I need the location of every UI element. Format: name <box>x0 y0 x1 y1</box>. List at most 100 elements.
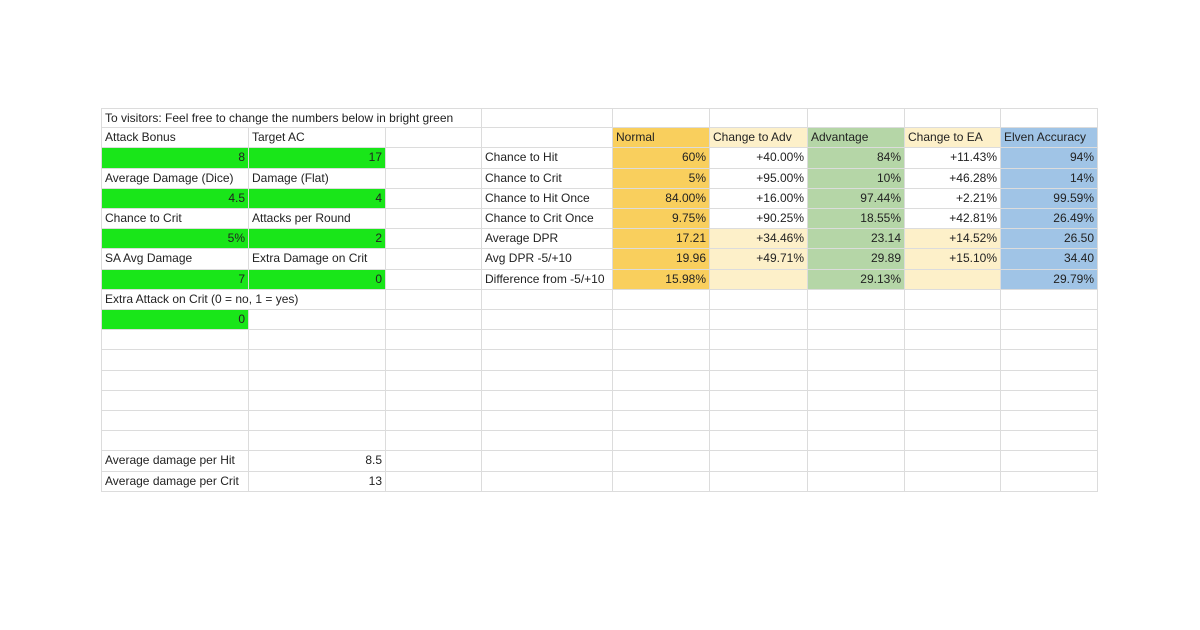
empty-cell[interactable] <box>905 108 1001 129</box>
row-label[interactable]: Difference from -5/+10 <box>482 269 613 290</box>
empty-cell[interactable] <box>905 330 1001 351</box>
empty-cell[interactable] <box>905 310 1001 331</box>
empty-cell[interactable] <box>482 471 613 492</box>
empty-cell[interactable] <box>1001 411 1098 432</box>
empty-cell[interactable] <box>482 370 613 391</box>
value-change-to-adv[interactable]: +90.25% <box>710 209 808 230</box>
empty-cell[interactable] <box>710 108 808 129</box>
empty-cell[interactable] <box>386 229 482 250</box>
empty-cell[interactable] <box>249 390 386 411</box>
empty-cell[interactable] <box>613 431 710 452</box>
input-label[interactable]: Attack Bonus <box>101 128 249 149</box>
empty-cell[interactable] <box>1001 310 1098 331</box>
value-normal[interactable]: 15.98% <box>613 269 710 290</box>
header-change-to-adv[interactable]: Change to Adv <box>710 128 808 149</box>
value-advantage[interactable]: 29.89 <box>808 249 905 270</box>
empty-cell[interactable] <box>808 330 905 351</box>
empty-cell[interactable] <box>613 289 710 310</box>
empty-cell[interactable] <box>1001 350 1098 371</box>
row-label[interactable]: Chance to Crit Once <box>482 209 613 230</box>
input-label[interactable]: Target AC <box>249 128 386 149</box>
empty-cell[interactable] <box>101 390 249 411</box>
empty-cell[interactable] <box>808 289 905 310</box>
header-advantage[interactable]: Advantage <box>808 128 905 149</box>
empty-cell[interactable] <box>613 108 710 129</box>
input-label[interactable]: Extra Damage on Crit <box>249 249 386 270</box>
empty-cell[interactable] <box>905 390 1001 411</box>
value-elven-accuracy[interactable]: 14% <box>1001 168 1098 189</box>
value-elven-accuracy[interactable]: 99.59% <box>1001 188 1098 209</box>
empty-cell[interactable] <box>386 148 482 169</box>
empty-cell[interactable] <box>386 390 482 411</box>
empty-cell[interactable] <box>710 471 808 492</box>
input-value[interactable]: 2 <box>249 229 386 250</box>
value-change-to-ea[interactable]: +11.43% <box>905 148 1001 169</box>
value-change-to-ea[interactable]: +15.10% <box>905 249 1001 270</box>
empty-cell[interactable] <box>613 370 710 391</box>
input-value[interactable]: 5% <box>101 229 249 250</box>
empty-cell[interactable] <box>710 451 808 472</box>
empty-cell[interactable] <box>905 370 1001 391</box>
empty-cell[interactable] <box>1001 289 1098 310</box>
value-advantage[interactable]: 18.55% <box>808 209 905 230</box>
empty-cell[interactable] <box>613 451 710 472</box>
input-value[interactable]: 4.5 <box>101 188 249 209</box>
empty-cell[interactable] <box>386 188 482 209</box>
value-advantage[interactable]: 84% <box>808 148 905 169</box>
empty-cell[interactable] <box>710 289 808 310</box>
empty-cell[interactable] <box>613 330 710 351</box>
value-change-to-adv[interactable]: +34.46% <box>710 229 808 250</box>
empty-cell[interactable] <box>386 471 482 492</box>
summary-value[interactable]: 13 <box>249 471 386 492</box>
empty-cell[interactable] <box>386 431 482 452</box>
value-change-to-ea[interactable]: +14.52% <box>905 229 1001 250</box>
row-label[interactable]: Average DPR <box>482 229 613 250</box>
empty-cell[interactable] <box>482 411 613 432</box>
header-normal[interactable]: Normal <box>613 128 710 149</box>
empty-cell[interactable] <box>101 411 249 432</box>
value-normal[interactable]: 19.96 <box>613 249 710 270</box>
empty-cell[interactable] <box>482 310 613 331</box>
summary-value[interactable]: 8.5 <box>249 451 386 472</box>
empty-cell[interactable] <box>808 411 905 432</box>
value-change-to-adv[interactable] <box>710 269 808 290</box>
empty-cell[interactable] <box>386 350 482 371</box>
empty-cell[interactable] <box>482 350 613 371</box>
input-label[interactable]: SA Avg Damage <box>101 249 249 270</box>
empty-cell[interactable] <box>1001 108 1098 129</box>
value-change-to-adv[interactable]: +40.00% <box>710 148 808 169</box>
empty-cell[interactable] <box>710 431 808 452</box>
empty-cell[interactable] <box>710 330 808 351</box>
empty-cell[interactable] <box>482 431 613 452</box>
empty-cell[interactable] <box>710 411 808 432</box>
empty-cell[interactable] <box>482 451 613 472</box>
empty-cell[interactable] <box>249 310 386 331</box>
empty-cell[interactable] <box>386 451 482 472</box>
empty-cell[interactable] <box>710 310 808 331</box>
row-label[interactable]: Chance to Hit Once <box>482 188 613 209</box>
empty-cell[interactable] <box>613 350 710 371</box>
empty-cell[interactable] <box>249 411 386 432</box>
header-change-to-ea[interactable]: Change to EA <box>905 128 1001 149</box>
empty-cell[interactable] <box>249 370 386 391</box>
empty-cell[interactable] <box>249 330 386 351</box>
input-value[interactable]: 0 <box>101 310 249 331</box>
empty-cell[interactable] <box>386 168 482 189</box>
input-value[interactable]: 7 <box>101 269 249 290</box>
empty-cell[interactable] <box>482 128 613 149</box>
value-advantage[interactable]: 23.14 <box>808 229 905 250</box>
value-elven-accuracy[interactable]: 29.79% <box>1001 269 1098 290</box>
value-advantage[interactable]: 97.44% <box>808 188 905 209</box>
value-change-to-ea[interactable]: +46.28% <box>905 168 1001 189</box>
summary-label[interactable]: Average damage per Crit <box>101 471 249 492</box>
input-value[interactable]: 17 <box>249 148 386 169</box>
empty-cell[interactable] <box>905 411 1001 432</box>
empty-cell[interactable] <box>905 289 1001 310</box>
empty-cell[interactable] <box>482 289 613 310</box>
empty-cell[interactable] <box>613 310 710 331</box>
value-normal[interactable]: 84.00% <box>613 188 710 209</box>
empty-cell[interactable] <box>1001 330 1098 351</box>
empty-cell[interactable] <box>101 350 249 371</box>
value-normal[interactable]: 9.75% <box>613 209 710 230</box>
empty-cell[interactable] <box>249 431 386 452</box>
